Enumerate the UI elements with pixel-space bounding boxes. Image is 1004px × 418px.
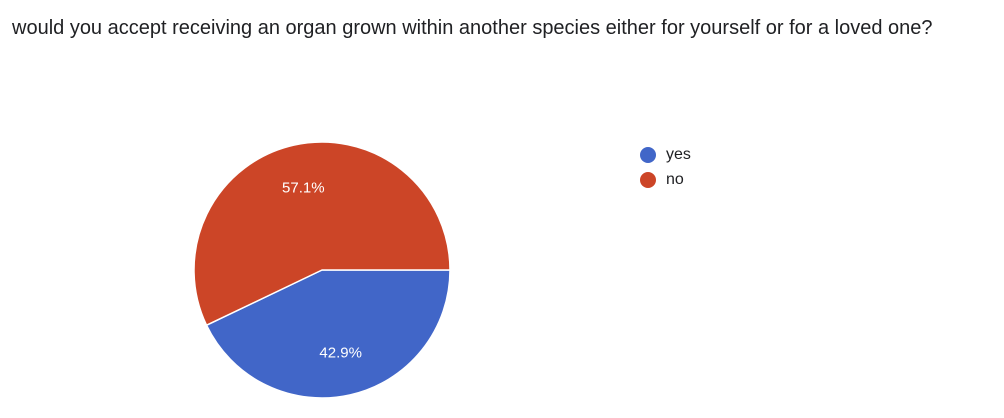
- legend-item-yes[interactable]: yes: [640, 142, 691, 167]
- pie-group: 42.9% 57.1%: [193, 141, 451, 399]
- legend-item-no[interactable]: no: [640, 167, 691, 192]
- legend-label-yes: yes: [666, 145, 691, 163]
- question-title: would you accept receiving an organ grow…: [12, 17, 933, 39]
- slice-label-yes: 42.9%: [319, 344, 362, 361]
- legend-swatch-no: [640, 171, 656, 188]
- pie-slice-yes[interactable]: [205, 269, 451, 399]
- legend: yes no: [640, 142, 691, 192]
- legend-swatch-yes: [640, 146, 656, 163]
- legend-label-no: no: [666, 170, 684, 188]
- slice-label-no: 57.1%: [282, 180, 325, 197]
- pie-slice-no[interactable]: [193, 141, 451, 327]
